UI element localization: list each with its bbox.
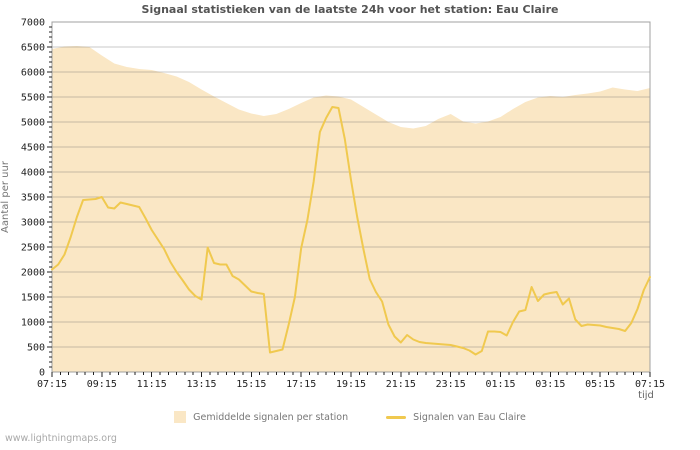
y-tick-label: 5000: [21, 118, 45, 129]
series-area: [52, 46, 650, 372]
area-swatch-icon: [174, 411, 187, 423]
x-axis-label: tijd: [638, 390, 654, 401]
legend-label-area: Gemiddelde signalen per station: [193, 411, 349, 423]
x-tick-label: 09:15: [87, 379, 117, 390]
y-tick-label: 0: [39, 368, 45, 379]
watermark: www.lightningmaps.org: [5, 433, 117, 444]
y-tick-label: 3500: [21, 193, 45, 204]
y-axis-label: Aantal per uur: [0, 161, 11, 233]
x-tick-label: 07:15: [37, 379, 67, 390]
chart-title: Signaal statistieken van de laatste 24h …: [141, 3, 559, 16]
legend-item-area: Gemiddelde signalen per station: [174, 411, 348, 423]
x-tick-label: 23:15: [436, 379, 466, 390]
x-tick-label: 05:15: [585, 379, 615, 390]
x-tick-label: 17:15: [286, 379, 316, 390]
y-tick-label: 3000: [21, 218, 45, 229]
x-tick-label: 21:15: [386, 379, 416, 390]
y-tick-label: 2000: [21, 268, 45, 279]
y-tick-label: 500: [27, 343, 45, 354]
y-tick-label: 4000: [21, 168, 45, 179]
y-tick-label: 5500: [21, 93, 45, 104]
y-tick-label: 7000: [21, 18, 45, 29]
line-swatch-icon: [386, 415, 407, 419]
x-tick-label: 01:15: [485, 379, 515, 390]
x-tick-label: 15:15: [236, 379, 266, 390]
x-tick-label: 11:15: [137, 379, 167, 390]
y-tick-label: 4500: [21, 143, 45, 154]
y-tick-label: 1000: [21, 318, 45, 329]
x-tick-label: 07:15: [635, 379, 665, 390]
x-tick-label: 19:15: [336, 379, 366, 390]
y-tick-label: 2500: [21, 243, 45, 254]
legend-item-line: Signalen van Eau Claire: [386, 412, 526, 423]
y-tick-label: 6000: [21, 68, 45, 79]
y-tick-label: 6500: [21, 43, 45, 54]
x-tick-label: 13:15: [186, 379, 216, 390]
legend: Gemiddelde signalen per station Signalen…: [0, 411, 700, 423]
series-line: [51, 106, 651, 356]
legend-label-line: Signalen van Eau Claire: [413, 411, 526, 423]
y-tick-label: 1500: [21, 293, 45, 304]
x-tick-label: 03:15: [535, 379, 565, 390]
